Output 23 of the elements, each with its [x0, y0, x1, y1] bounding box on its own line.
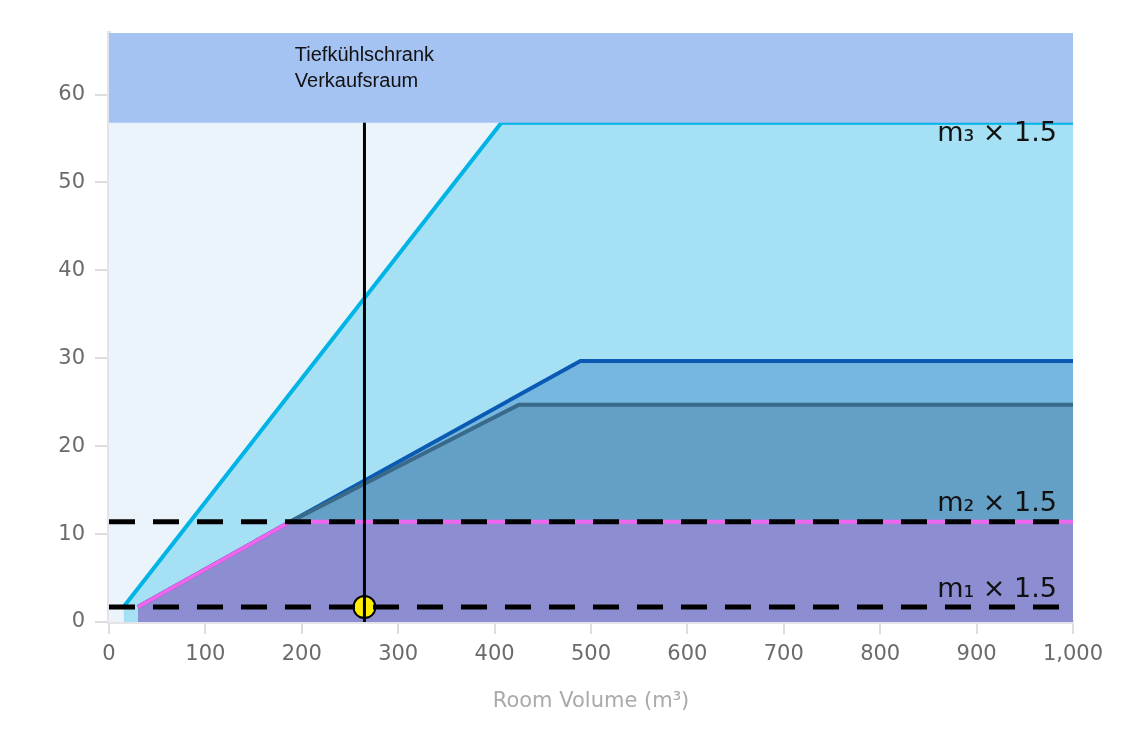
y-tick-label: 30 [58, 344, 85, 369]
y-tick-label: 60 [58, 80, 85, 105]
x-tick-label: 900 [956, 641, 997, 666]
x-tick-label: 800 [860, 641, 901, 666]
x-tick-label: 700 [763, 641, 804, 666]
ref-line-label: Tiefkühlschrank Verkaufsraum [294, 42, 436, 91]
y-tick-label: 20 [58, 432, 85, 457]
ref-line-label: m₁ × 1.5 [937, 571, 1057, 603]
x-tick-label: 100 [185, 641, 226, 666]
y-tick-label: 50 [58, 168, 85, 193]
x-tick-label: 300 [378, 641, 419, 666]
annotation: m₃ × 1.5 [937, 116, 1057, 148]
x-tick-label: 400 [474, 641, 515, 666]
x-axis-title: Room Volume (m³) [492, 687, 690, 712]
y-tick-label: 10 [58, 520, 85, 545]
x-tick-label: 500 [570, 641, 612, 666]
x-tick-label: 1,000 [1042, 641, 1104, 666]
x-tick-label: 600 [667, 641, 708, 666]
y-tick-label: 40 [58, 256, 85, 281]
ref-line-label: m₂ × 1.5 [937, 486, 1057, 518]
x-tick-label: 200 [281, 641, 322, 666]
y-tick-label: 0 [71, 608, 85, 633]
x-tick-label: 0 [102, 641, 116, 666]
